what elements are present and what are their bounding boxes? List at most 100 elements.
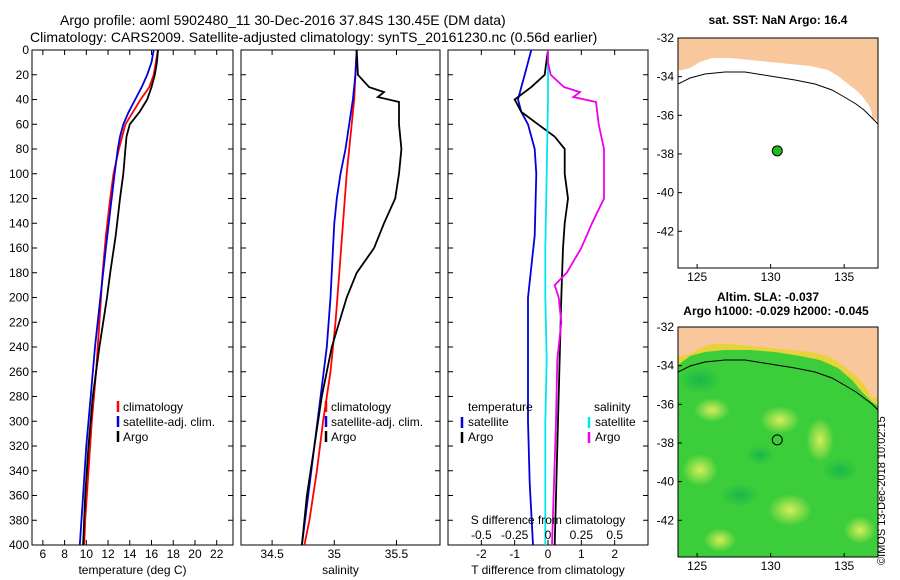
legend-label: climatology [123,400,183,414]
y-tick-label: 0 [22,43,29,57]
y-tick-label: 260 [9,365,29,379]
sla-map-background [678,327,878,557]
y-tick-label: -40 [657,475,675,489]
y-tick-label: 80 [16,142,30,156]
x-tick-label: 0 [545,547,552,561]
figure-title-line-2: Climatology: CARS2009. Satellite-adjuste… [30,29,598,45]
x-axis-label: temperature (deg C) [78,563,186,577]
x-tick-label: 1 [578,547,585,561]
dynamic-layer: 0204060801001201401601802002202402602803… [9,13,879,577]
difference-profile-lines [513,50,605,545]
y-tick-label: 100 [9,167,29,181]
salinity-profile-frame [240,49,441,546]
sla-map-contour [678,359,878,411]
x-tick-label: 16 [145,547,159,561]
y-tick-label: 400 [9,538,29,552]
legend-label: satellite [595,415,636,429]
temperature-profile-frame [31,49,234,546]
series-argo [301,50,403,545]
y-tick-label: 60 [16,117,30,131]
legend-label: climatology [331,400,391,414]
y-tick-label: 200 [9,291,29,305]
legend-label: Argo [468,430,494,444]
difference-profile: -2 -1 0 1 2 T difference from climatology temp… [447,49,649,577]
series-temperature-satellite [517,50,538,545]
y-tick-label: -40 [657,186,675,200]
y-tick-label: 300 [9,414,29,428]
x-tick-label: 130 [761,559,781,573]
x-tick-label: 135 [834,559,854,573]
y-tick-label: 340 [9,464,29,478]
y-tick-label: -34 [657,70,675,84]
salinity-profile-lines [301,50,403,545]
x-axis-label: salinity [322,563,359,577]
y-tick-label: 240 [9,340,29,354]
sla-map-land [678,327,878,398]
legend-label: Argo [595,430,621,444]
legend-label: Argo [331,430,357,444]
s-tick-label: 0.5 [606,528,623,542]
legend-label: Argo [123,430,149,444]
x-tick-label: 35 [328,547,342,561]
temperature-profile-lines [78,50,159,545]
x-tick-label: 6 [40,547,47,561]
y-tick-label: 180 [9,266,29,280]
sst-map-land [678,38,878,112]
y-tick-label: -42 [657,513,675,527]
profile-location-marker [771,145,783,157]
x-axis-label: T difference from climatology [471,563,625,577]
series-climatology [83,50,159,545]
series-satellite-adj-clim- [78,50,155,545]
y-tick-label: 220 [9,315,29,329]
legend-label: satellite-adj. clim. [331,415,423,429]
salinity-profile: 34.5 35 35.5 salinity climatologysatellite-a… [240,49,441,577]
sst-map-land-island [872,108,878,120]
series-climatology [303,50,358,545]
x-tick-label: 20 [188,547,202,561]
y-tick-label: 360 [9,489,29,503]
s-tick-label: 0.25 [570,528,594,542]
x-tick-label: 14 [123,547,137,561]
series-salinity-satellite [544,50,549,545]
x-tick-label: 22 [210,547,224,561]
sla-map-frame [677,326,879,558]
y-tick-label: 160 [9,241,29,255]
s-tick-label: 0 [545,528,552,542]
y-tick-label: -42 [657,224,675,238]
map-title: sat. SST: NaN Argo: 16.4 [709,13,848,27]
y-tick-label: 280 [9,390,29,404]
legend-salinity-header: salinity [594,400,631,414]
sla-map: -32 -34 -36 -38 -40 -42 125 130 135 Altim. SLA: -… [657,290,879,573]
x-tick-label: -1 [509,547,520,561]
x-tick-label: 130 [761,270,781,284]
x-tick-label: 12 [101,547,115,561]
temperature-profile: 0 20 40 60 80 100 120 140 160 180 200 220 240 260 280 3… [9,43,234,577]
y-tick-label: -32 [657,31,675,45]
y-tick-label: -38 [657,147,675,161]
y-tick-label: 320 [9,439,29,453]
x-tick-label: 2 [611,547,618,561]
sst-map-background [678,38,878,268]
x-axis-label-salinity-difference: S difference from climatology [471,513,626,527]
y-tick-label: 140 [9,216,29,230]
y-tick-label: -36 [657,397,675,411]
s-tick-label: -0.25 [501,528,529,542]
y-tick-label: 120 [9,192,29,206]
sst-map-contour [678,71,878,125]
x-tick-label: -2 [476,547,487,561]
y-tick-label: -38 [657,436,675,450]
x-tick-label: 125 [687,559,707,573]
y-tick-label: -36 [657,108,675,122]
x-tick-label: 125 [687,270,707,284]
series-temperature-argo [513,50,569,545]
x-tick-label: 34.5 [260,547,284,561]
s-tick-label: -0.5 [471,528,492,542]
series-argo [82,50,159,545]
series-salinity-argo [547,50,605,545]
y-tick-label: 40 [16,93,30,107]
map-title: Altim. SLA: -0.037 [717,290,819,304]
x-tick-label: 35.5 [385,547,409,561]
legend-label: satellite-adj. clim. [123,415,215,429]
x-tick-label: 135 [834,270,854,284]
